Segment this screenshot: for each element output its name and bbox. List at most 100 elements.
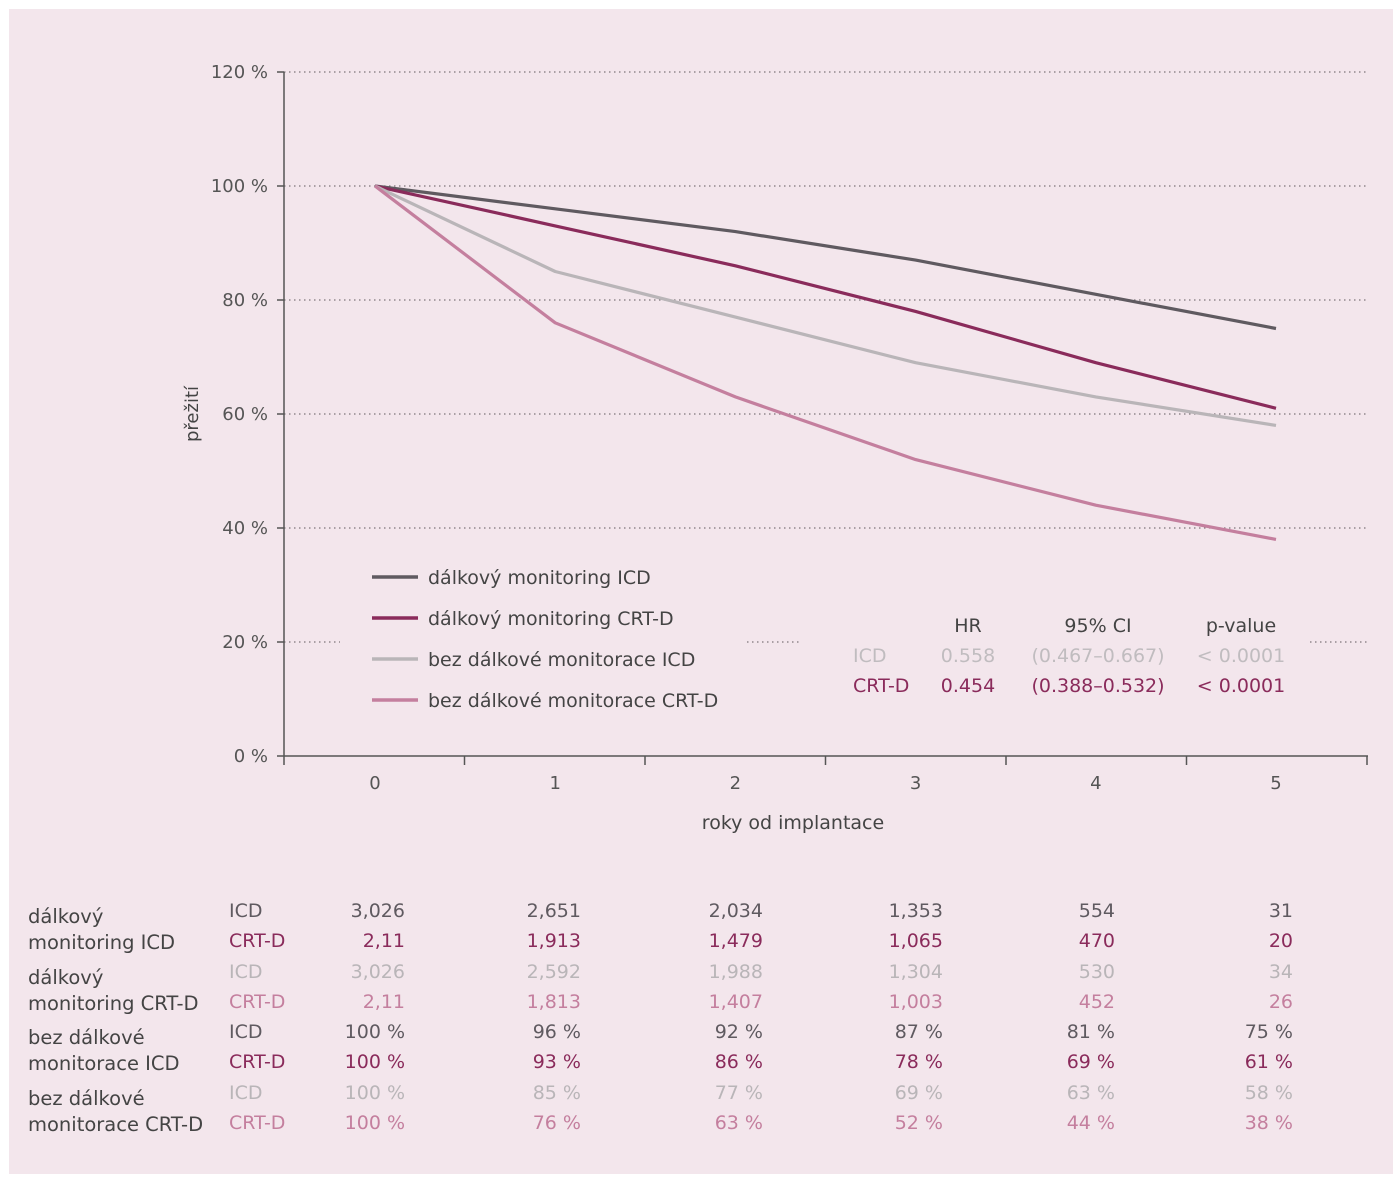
table-cell: 470 <box>1078 930 1115 953</box>
x-tick-label: 0 <box>369 773 380 794</box>
table-row: dálkový monitoring ICD ICD 3,026 2,651 2,034 1… <box>28 896 1293 954</box>
row-label: CRT-D <box>229 990 286 1013</box>
legend-label: dálkový monitoring CRT-D <box>428 608 674 630</box>
y-tick-label: 0 % <box>234 746 268 767</box>
table-cell: 77 % <box>714 1081 763 1104</box>
table-cell: 87 % <box>894 1021 943 1044</box>
table-row: CRT-D 2,11 1,913 1,479 1,065 470 20 <box>28 926 1293 956</box>
table-row: CRT-D 100 % 93 % 86 % 78 % 69 % 61 % <box>28 1047 1293 1077</box>
legend-label: bez dálkové monitorace CRT-D <box>428 690 718 712</box>
y-tick-label: 40 % <box>222 518 268 539</box>
table-cell: 100 % <box>344 1051 405 1074</box>
stats-row-label: ICD <box>853 645 887 667</box>
table-cell: 100 % <box>344 1081 405 1104</box>
table-cell: 1,065 <box>888 930 943 953</box>
row-label: CRT-D <box>229 1051 286 1074</box>
table-cell: 1,479 <box>708 930 763 953</box>
legend-label: dálkový monitoring ICD <box>428 567 651 589</box>
y-tick-label: 60 % <box>222 404 268 425</box>
table-cell: 31 <box>1268 900 1293 922</box>
table-cell: 61 % <box>1244 1051 1293 1074</box>
row-label: CRT-D <box>229 930 286 953</box>
row-label: ICD <box>229 1081 263 1104</box>
survival-chart: 0 % 20 % 40 % 60 % 80 % 100 % 120 % 0 1 2 3 4 5 roky … <box>182 62 1368 834</box>
stats-cell: (0.388–0.532) <box>1031 675 1164 697</box>
table-cell: 93 % <box>532 1051 581 1074</box>
table-cell: 3,026 <box>350 960 405 983</box>
table-cell: 1,353 <box>888 900 943 922</box>
table-row: dálkový monitoring CRT-D ICD 3,026 2,592 1,98… <box>28 957 1293 1015</box>
x-tick-label: 3 <box>910 773 921 794</box>
row-label: ICD <box>229 900 263 922</box>
table-cell: 2,651 <box>526 900 581 922</box>
table-cell: 2,034 <box>708 900 763 922</box>
table-cell: 2,11 <box>362 930 405 953</box>
table-cell: 92 % <box>714 1021 763 1044</box>
table-cell: 58 % <box>1244 1081 1293 1104</box>
group-label-line: dálkový <box>28 905 104 928</box>
table-cell: 63 % <box>714 1112 763 1135</box>
x-axis-title: roky od implantace <box>702 812 884 834</box>
table-cell: 2,592 <box>526 960 581 983</box>
table-row: bez dálkové monitorace ICD ICD 100 % 96 % 92 … <box>28 1017 1293 1075</box>
table-cell: 38 % <box>1244 1112 1293 1135</box>
y-tick-label: 20 % <box>222 632 268 653</box>
stats-cell: (0.467–0.667) <box>1031 645 1164 667</box>
table-cell: 1,003 <box>888 990 943 1013</box>
table-cell: 3,026 <box>350 900 405 922</box>
table-cell: 26 <box>1268 990 1293 1013</box>
table-cell: 1,988 <box>708 960 763 983</box>
table-cell: 1,407 <box>708 990 763 1013</box>
table-cell: 100 % <box>344 1112 405 1135</box>
table-cell: 96 % <box>532 1021 581 1044</box>
stats-cell: < 0.0001 <box>1197 645 1285 667</box>
row-label: ICD <box>229 960 263 983</box>
table-cell: 34 <box>1268 960 1293 983</box>
stats-header: HR <box>954 615 982 637</box>
group-label: dálkový monitoring ICD <box>28 896 225 957</box>
table-row: bez dálkové monitorace CRT-D ICD 100 % 85 % 7… <box>28 1078 1293 1136</box>
table-cell: 452 <box>1078 990 1115 1013</box>
x-tick-label: 2 <box>730 773 741 794</box>
x-tick-label: 1 <box>549 773 560 794</box>
table-cell: 1,304 <box>888 960 943 983</box>
stats-cell: < 0.0001 <box>1197 675 1285 697</box>
group-label-line: bez dálkové <box>28 1026 145 1050</box>
group-label-line: monitoring CRT-D <box>28 991 199 1015</box>
table-cell: 69 % <box>1066 1051 1115 1074</box>
group-label: bez dálkové monitorace ICD <box>28 1017 225 1078</box>
series-line-2 <box>374 184 1277 427</box>
y-tick-label: 100 % <box>211 176 268 197</box>
stats-row-label: CRT-D <box>853 675 909 697</box>
table-cell: 52 % <box>894 1112 943 1135</box>
row-label: ICD <box>229 1021 263 1044</box>
series-line-3 <box>374 184 1277 541</box>
table-cell: 1,913 <box>526 930 581 953</box>
table-cell: 554 <box>1078 900 1115 922</box>
row-label: CRT-D <box>229 1112 286 1135</box>
numbers-at-risk-table: dálkový monitoring ICD ICD 3,026 2,651 2,034 1… <box>28 896 1293 1138</box>
figure-panel <box>9 9 1393 1174</box>
table-cell: 530 <box>1078 960 1115 983</box>
table-cell: 86 % <box>714 1051 763 1074</box>
group-label-line: monitorace CRT-D <box>28 1112 204 1136</box>
table-cell: 69 % <box>894 1081 943 1104</box>
table-cell: 75 % <box>1244 1021 1293 1044</box>
stats-header: 95% CI <box>1064 615 1131 637</box>
table-cell: 20 <box>1268 930 1293 953</box>
y-tick-label: 120 % <box>211 62 268 83</box>
group-label: bez dálkové monitorace CRT-D <box>28 1078 225 1139</box>
stats-header: p-value <box>1206 615 1276 637</box>
table-cell: 63 % <box>1066 1081 1115 1104</box>
table-cell: 78 % <box>894 1051 943 1074</box>
stats-cell: 0.454 <box>941 675 995 697</box>
table-cell: 85 % <box>532 1081 581 1104</box>
group-label-line: monitoring ICD <box>28 931 176 954</box>
table-cell: 2,11 <box>362 990 405 1013</box>
group-label-line: dálkový <box>28 965 104 989</box>
y-axis-title: přežití <box>182 385 203 442</box>
table-row: CRT-D 100 % 76 % 63 % 52 % 44 % 38 % <box>28 1108 1293 1138</box>
table-cell: 1,813 <box>526 990 581 1013</box>
series-line-0 <box>374 184 1277 331</box>
legend-label: bez dálkové monitorace ICD <box>428 649 695 671</box>
